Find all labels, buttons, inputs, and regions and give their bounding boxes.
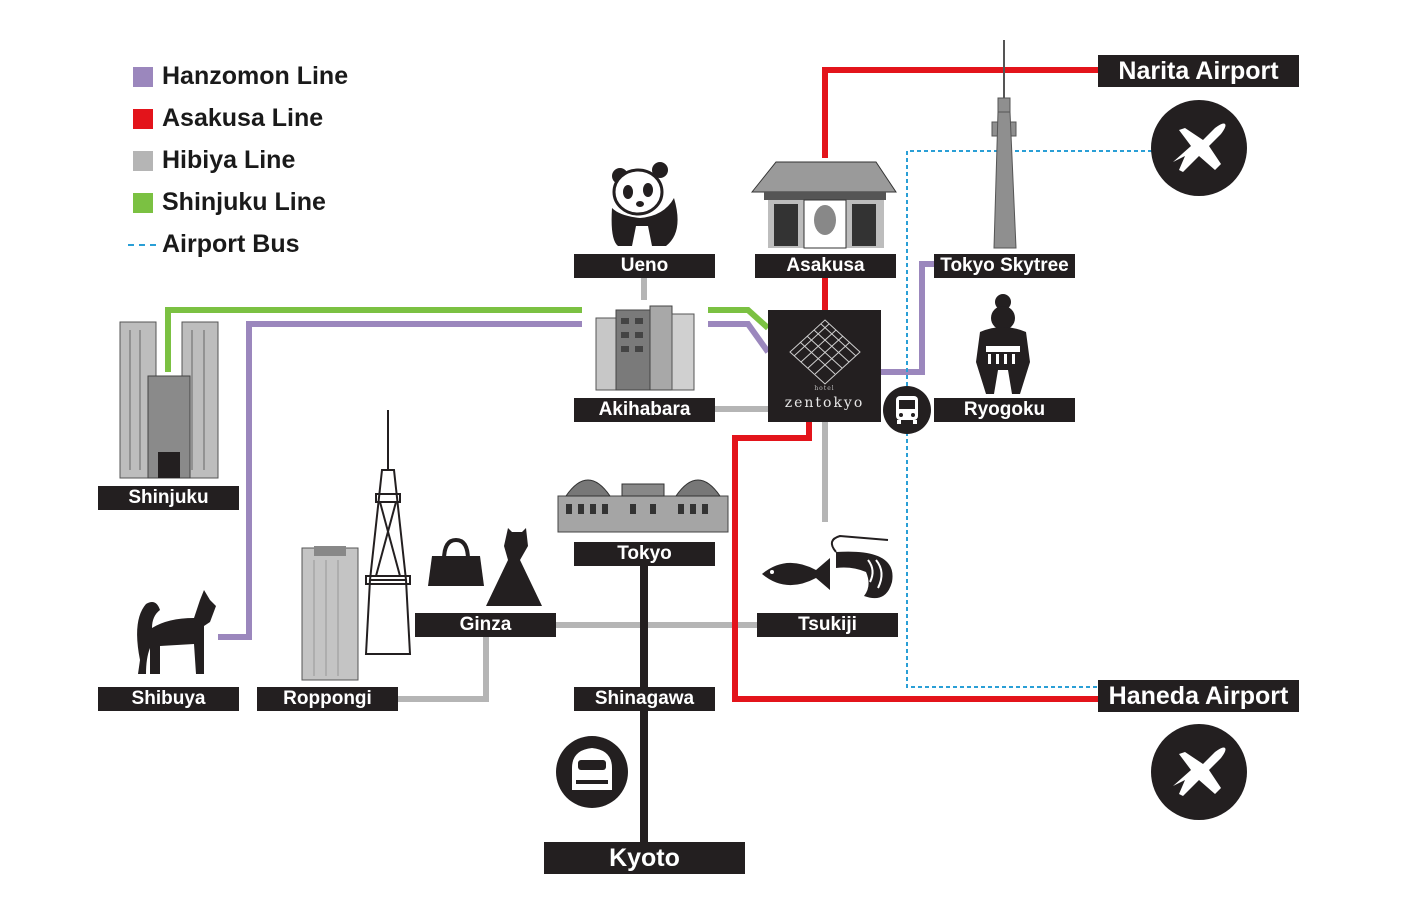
hibiya-line bbox=[398, 277, 828, 702]
hotel-logo-mark bbox=[789, 319, 861, 385]
legend-dash bbox=[128, 244, 156, 246]
station-narita-airport: Narita Airport bbox=[1098, 55, 1299, 87]
fish-icon bbox=[762, 558, 830, 590]
station-ryogoku: Ryogoku bbox=[934, 398, 1075, 422]
hanzomon-line bbox=[218, 261, 934, 640]
airport-bus-line bbox=[906, 150, 1152, 688]
station-haneda-airport: Haneda Airport bbox=[1098, 680, 1299, 712]
skyscraper-icon bbox=[301, 546, 359, 681]
dress-icon bbox=[486, 528, 542, 606]
legend-swatch bbox=[133, 151, 153, 171]
airplane-icon bbox=[1151, 724, 1247, 820]
tokyo-station-icon bbox=[557, 479, 729, 533]
hotel-prefix: hotel bbox=[814, 385, 835, 392]
legend-item-airport-bus: Airport Bus bbox=[128, 228, 388, 262]
legend-swatch bbox=[133, 193, 153, 213]
legend-swatch bbox=[133, 67, 153, 87]
panda-icon bbox=[611, 162, 678, 246]
dog-icon bbox=[137, 590, 216, 674]
station-ueno: Ueno bbox=[574, 254, 715, 278]
legend-item-hibiya: Hibiya Line bbox=[128, 144, 388, 178]
asakusa-line bbox=[732, 67, 1098, 702]
sumo-icon bbox=[976, 294, 1030, 394]
station-tsukiji: Tsukiji bbox=[757, 613, 898, 637]
legend-label: Asakusa Line bbox=[162, 104, 324, 132]
airplane-icon bbox=[1151, 100, 1247, 196]
bus-icon bbox=[883, 386, 931, 434]
city-hall-icon bbox=[119, 321, 219, 479]
buildings-icon bbox=[595, 305, 695, 391]
station-shinjuku: Shinjuku bbox=[98, 486, 239, 510]
station-roppongi: Roppongi bbox=[257, 687, 398, 711]
station-ginza: Ginza bbox=[415, 613, 556, 637]
tokyo-tower-icon bbox=[364, 410, 412, 655]
legend-label: Airport Bus bbox=[162, 230, 300, 258]
legend-item-shinjuku: Shinjuku Line bbox=[128, 186, 388, 220]
temple-gate-icon bbox=[750, 161, 897, 249]
station-tokyo: Tokyo bbox=[574, 542, 715, 566]
legend-item-hanzomon: Hanzomon Line bbox=[128, 60, 388, 94]
shinkansen-icon bbox=[556, 736, 628, 808]
station-tokyo-skytree: Tokyo Skytree bbox=[934, 254, 1075, 278]
station-shibuya: Shibuya bbox=[98, 687, 239, 711]
legend-label: Hibiya Line bbox=[162, 146, 296, 174]
hotel-name: zentokyo bbox=[784, 395, 865, 411]
station-asakusa: Asakusa bbox=[755, 254, 896, 278]
shrimp-icon bbox=[830, 534, 893, 599]
station-shinagawa: Shinagawa bbox=[574, 687, 715, 711]
legend-swatch bbox=[133, 109, 153, 129]
station-kyoto: Kyoto bbox=[544, 842, 745, 874]
shinjuku-line bbox=[165, 307, 771, 372]
handbag-icon bbox=[428, 537, 484, 586]
legend-label: Hanzomon Line bbox=[162, 62, 349, 90]
legend-item-asakusa: Asakusa Line bbox=[128, 102, 388, 136]
legend-label: Shinjuku Line bbox=[162, 188, 326, 216]
station-akihabara: Akihabara bbox=[574, 398, 715, 422]
skytree-icon bbox=[991, 40, 1017, 249]
